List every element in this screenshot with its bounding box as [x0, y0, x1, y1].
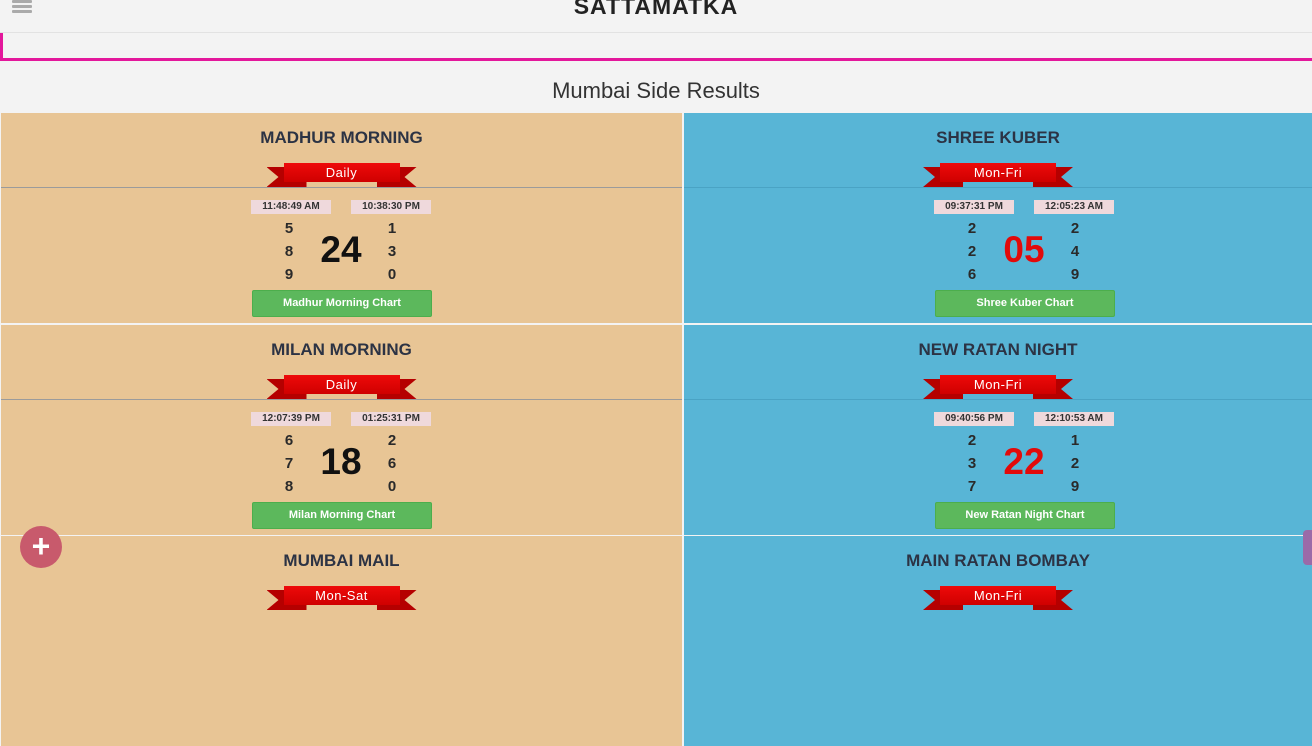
divider [684, 399, 1312, 400]
open-time: 11:48:49 AM [251, 200, 331, 214]
jodi-result: 24 [320, 229, 362, 270]
marquee-bar [0, 33, 1312, 61]
add-plus-button[interactable]: + [20, 526, 62, 568]
market-chart-button[interactable]: Shree Kuber Chart [935, 290, 1115, 317]
market-name: MILAN MORNING [271, 340, 412, 359]
schedule-ribbon: Mon-Fri [923, 163, 1073, 187]
divider [1, 187, 682, 188]
market-name: MAIN RATAN BOMBAY [906, 551, 1090, 570]
market-chart-button[interactable]: Milan Morning Chart [252, 502, 432, 529]
schedule-label: Mon-Fri [940, 163, 1056, 182]
open-time: 09:37:31 PM [934, 200, 1014, 214]
jodi-result: 05 [1003, 229, 1045, 270]
site-title: SATTAMATKA [573, 0, 739, 19]
schedule-ribbon: Daily [266, 375, 417, 399]
market-card: MAIN RATAN BOMBAY Mon-Fri [684, 536, 1312, 746]
market-name: MUMBAI MAIL [283, 551, 400, 570]
jodi-result: 22 [1003, 441, 1045, 482]
close-time: 10:38:30 PM [351, 200, 431, 214]
schedule-label: Daily [283, 163, 400, 182]
jodi-result: 18 [320, 441, 362, 482]
divider [684, 187, 1312, 188]
market-card: MILAN MORNING Daily 12:07:39 PM 01:25:31… [1, 325, 682, 535]
top-navbar: SATTAMATKA [0, 0, 1312, 33]
schedule-ribbon: Mon-Sat [266, 586, 417, 610]
plus-icon: + [31, 528, 51, 564]
market-name: SHREE KUBER [936, 128, 1060, 147]
close-time: 12:10:53 AM [1034, 412, 1114, 426]
market-name: NEW RATAN NIGHT [918, 340, 1078, 359]
schedule-label: Mon-Fri [940, 375, 1056, 394]
section-title: Mumbai Side Results [552, 78, 760, 103]
market-card: MADHUR MORNING Daily 11:48:49 AM 10:38:3… [1, 113, 682, 323]
schedule-ribbon: Mon-Fri [923, 586, 1073, 610]
market-card: NEW RATAN NIGHT Mon-Fri 09:40:56 PM 12:1… [684, 325, 1312, 535]
side-feedback-tab[interactable] [1303, 530, 1312, 565]
schedule-label: Mon-Sat [283, 586, 400, 605]
schedule-ribbon: Daily [266, 163, 417, 187]
market-name: MADHUR MORNING [260, 128, 423, 147]
open-time: 12:07:39 PM [251, 412, 331, 426]
market-chart-button[interactable]: New Ratan Night Chart [935, 502, 1115, 529]
open-time: 09:40:56 PM [934, 412, 1014, 426]
close-time: 12:05:23 AM [1034, 200, 1114, 214]
market-chart-button[interactable]: Madhur Morning Chart [252, 290, 432, 317]
schedule-label: Daily [283, 375, 400, 394]
schedule-ribbon: Mon-Fri [923, 375, 1073, 399]
divider [1, 399, 682, 400]
market-card: SHREE KUBER Mon-Fri 09:37:31 PM 12:05:23… [684, 113, 1312, 323]
hamburger-menu-icon[interactable] [12, 0, 32, 14]
market-card: MUMBAI MAIL Mon-Sat [1, 536, 682, 746]
schedule-label: Mon-Fri [940, 586, 1056, 605]
close-time: 01:25:31 PM [351, 412, 431, 426]
